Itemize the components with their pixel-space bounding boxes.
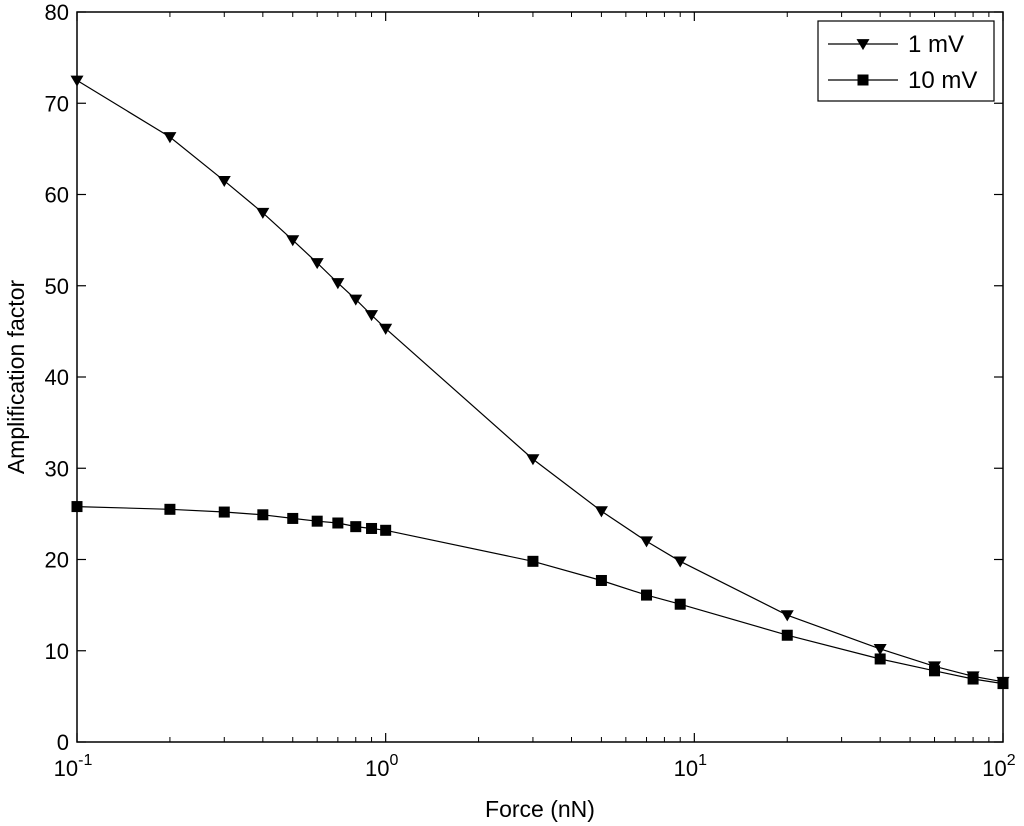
legend-label: 1 mV bbox=[908, 31, 964, 58]
legend-box bbox=[817, 20, 995, 102]
data-point bbox=[929, 665, 941, 677]
y-tick-label: 20 bbox=[45, 548, 69, 573]
x-tick-label: 10-1 bbox=[54, 752, 93, 781]
data-point bbox=[997, 678, 1009, 690]
data-point bbox=[70, 75, 84, 87]
data-point bbox=[673, 556, 687, 568]
data-point bbox=[365, 310, 379, 322]
data-point bbox=[71, 501, 83, 513]
y-tick-label: 60 bbox=[45, 183, 69, 208]
data-point bbox=[641, 589, 653, 601]
x-axis-label: Force (nN) bbox=[485, 796, 595, 822]
series-layer bbox=[70, 75, 1010, 690]
legend-label: 10 mV bbox=[908, 67, 977, 94]
data-point bbox=[674, 598, 686, 610]
data-point bbox=[366, 522, 378, 534]
y-axis-label: Amplification factor bbox=[3, 280, 29, 475]
data-point bbox=[310, 258, 324, 270]
data-point bbox=[332, 517, 344, 529]
data-point bbox=[287, 512, 299, 524]
data-point bbox=[164, 503, 176, 515]
y-tick-label: 0 bbox=[57, 730, 69, 755]
data-point bbox=[257, 509, 269, 521]
x-tick-label: 102 bbox=[982, 752, 1015, 781]
data-point bbox=[640, 536, 654, 548]
data-point bbox=[256, 207, 270, 219]
data-point bbox=[526, 454, 540, 466]
data-point bbox=[873, 644, 887, 656]
axis-tick-labels: 0 10 20 30 40 50 60 70 80 10-1 100 101 102 bbox=[45, 0, 1016, 781]
data-point bbox=[874, 653, 886, 665]
x-tick-label: 100 bbox=[365, 752, 398, 781]
y-tick-label: 80 bbox=[45, 0, 69, 25]
data-point bbox=[217, 175, 231, 187]
data-point bbox=[380, 524, 392, 536]
legend-marker bbox=[857, 74, 869, 86]
data-point bbox=[218, 506, 230, 518]
axis-ticks bbox=[76, 11, 1004, 743]
data-point bbox=[163, 132, 177, 144]
legend-marker bbox=[856, 39, 870, 51]
y-tick-label: 50 bbox=[45, 274, 69, 299]
data-point bbox=[379, 323, 393, 335]
plot-area bbox=[76, 11, 1004, 743]
data-point bbox=[349, 294, 363, 306]
data-point bbox=[781, 629, 793, 641]
y-tick-label: 70 bbox=[45, 91, 69, 116]
data-point bbox=[595, 574, 607, 586]
y-tick-label: 10 bbox=[45, 639, 69, 664]
data-point bbox=[594, 506, 608, 518]
data-point bbox=[967, 673, 979, 685]
data-point bbox=[311, 515, 323, 527]
y-tick-label: 30 bbox=[45, 456, 69, 481]
data-point bbox=[286, 235, 300, 247]
data-point bbox=[527, 555, 539, 567]
data-point bbox=[350, 521, 362, 533]
y-tick-label: 40 bbox=[45, 365, 69, 390]
series-2 bbox=[71, 501, 1009, 690]
x-tick-label: 101 bbox=[674, 752, 707, 781]
legend: 1 mV 10 mV bbox=[817, 20, 995, 102]
data-point bbox=[780, 610, 794, 622]
data-point bbox=[331, 278, 345, 290]
